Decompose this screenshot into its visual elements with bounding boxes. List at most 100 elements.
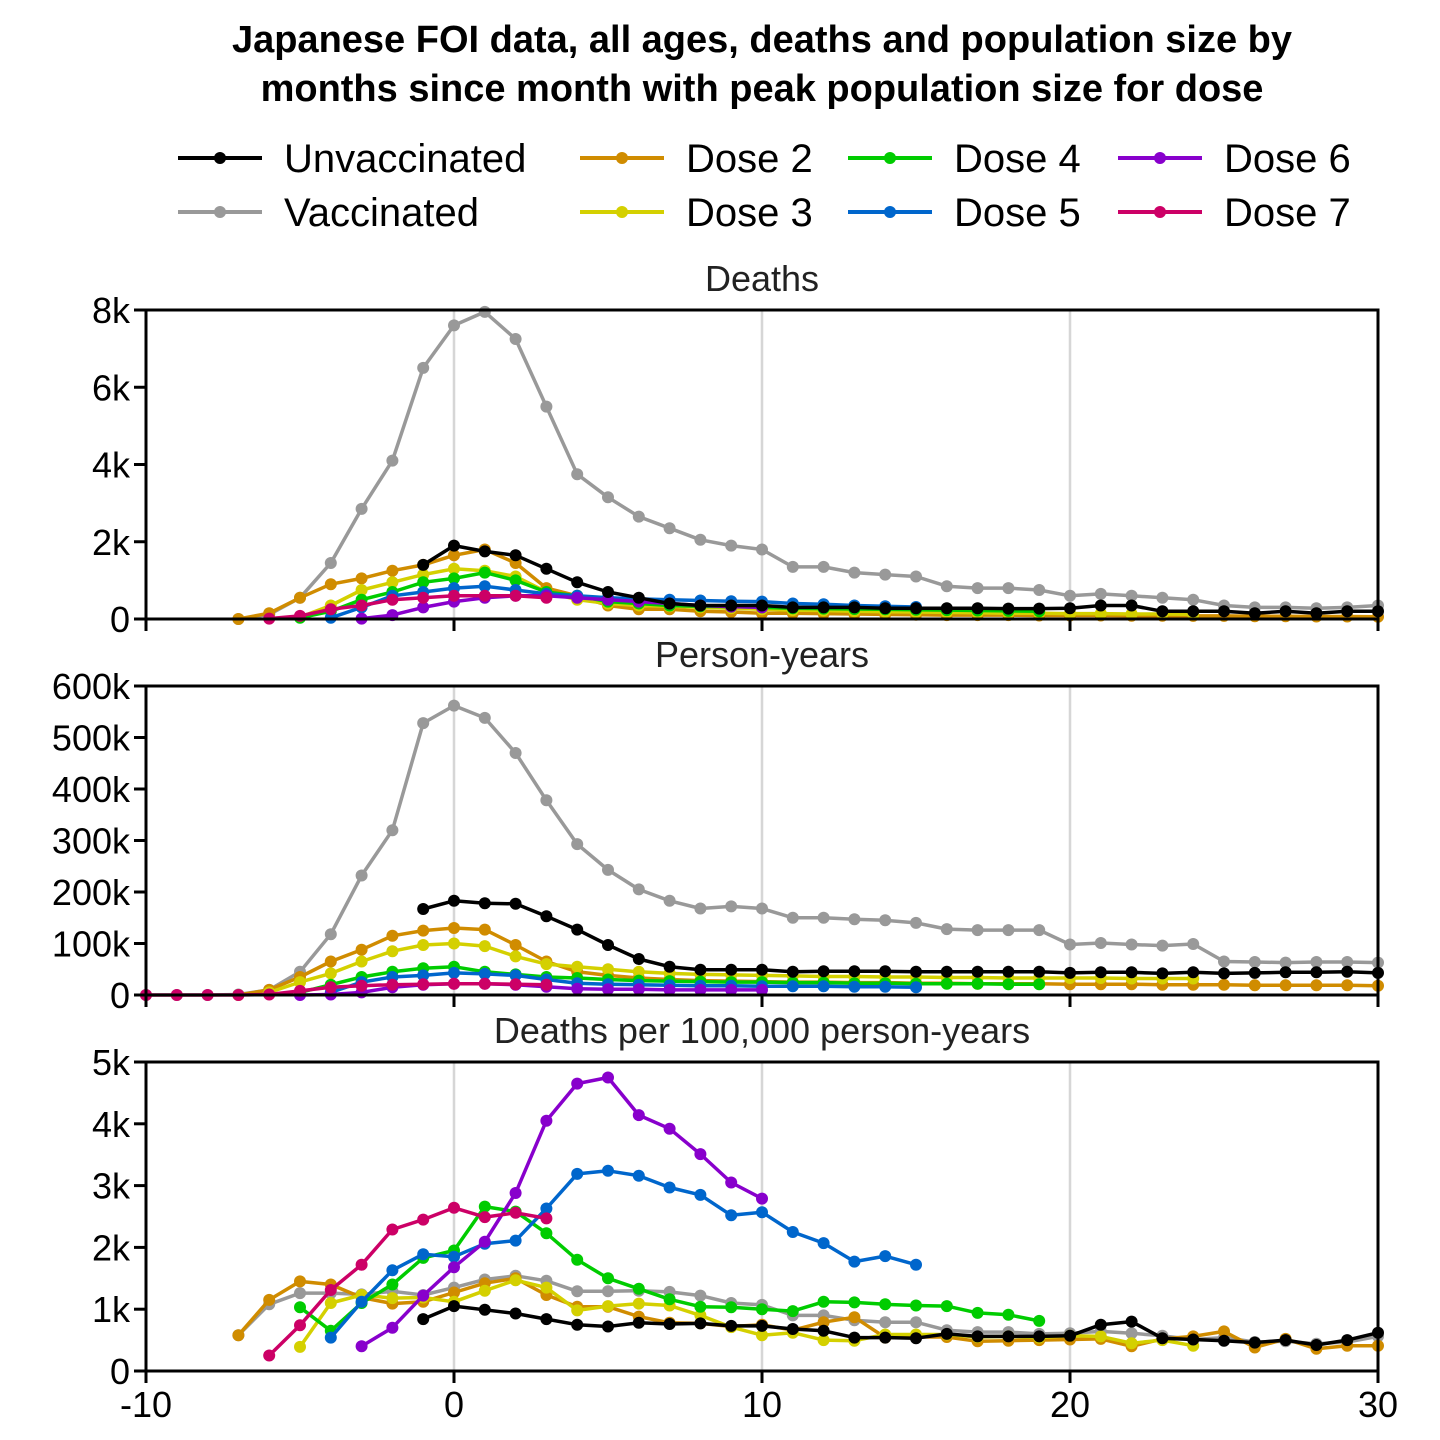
data-point (417, 576, 430, 589)
data-point (478, 967, 491, 980)
series-group (140, 699, 1384, 1001)
data-point (971, 977, 984, 990)
data-point (478, 305, 491, 318)
data-point (324, 578, 337, 591)
data-point (910, 981, 922, 994)
data-point (602, 1320, 614, 1333)
data-point (478, 1284, 491, 1297)
legend-item-unvaccinated: Unvaccinated (178, 137, 526, 181)
data-point (324, 1331, 337, 1344)
data-point (294, 1301, 306, 1314)
data-point (602, 491, 614, 504)
data-point (1279, 979, 1292, 992)
data-point (879, 965, 892, 978)
data-point (756, 902, 768, 915)
legend-label: Dose 2 (686, 137, 813, 181)
data-point (848, 1255, 861, 1268)
data-point (1310, 966, 1323, 979)
data-point (971, 1306, 984, 1319)
data-point (478, 589, 491, 602)
legend-item-vaccinated: Vaccinated (178, 191, 479, 235)
data-point (1125, 1337, 1138, 1350)
data-point (1156, 967, 1169, 980)
data-point (448, 1261, 460, 1274)
data-point (879, 1316, 892, 1329)
data-point (448, 977, 460, 990)
data-point (756, 963, 768, 976)
y-tick-label: 4k (92, 1104, 131, 1145)
y-tick-label: 400k (52, 769, 131, 810)
data-point (756, 543, 768, 556)
data-point (663, 1293, 676, 1306)
series-line (269, 594, 547, 621)
data-point (1310, 979, 1323, 992)
data-point (694, 1300, 707, 1313)
y-tick-label: 2k (92, 522, 131, 563)
data-point (294, 1319, 306, 1332)
legend-swatch-marker (214, 206, 226, 218)
data-point (1156, 939, 1169, 952)
data-point (386, 1223, 399, 1236)
data-point (1279, 956, 1292, 969)
y-tick-label: 500k (52, 718, 131, 759)
data-point (786, 1305, 799, 1318)
data-point (571, 1318, 584, 1331)
y-tick-label: 1k (92, 1289, 131, 1330)
data-point (632, 591, 645, 604)
data-point (725, 983, 738, 996)
data-point (417, 903, 430, 915)
data-point (817, 1295, 830, 1308)
data-point (509, 950, 522, 963)
series-dose-4 (294, 1200, 1046, 1337)
data-point (602, 1300, 614, 1313)
data-point (509, 897, 522, 910)
data-point (478, 580, 491, 593)
data-point (540, 978, 553, 991)
data-point (694, 1148, 707, 1161)
data-point (386, 945, 399, 958)
data-point (386, 978, 399, 991)
data-point (478, 1200, 491, 1213)
legend-swatch-marker (616, 206, 628, 218)
data-point (663, 960, 676, 973)
data-point (817, 911, 830, 924)
x-tick-label: 30 (1358, 1384, 1398, 1425)
data-point (817, 601, 830, 614)
data-point (386, 1321, 399, 1334)
data-point (756, 1206, 768, 1219)
data-point (817, 965, 830, 978)
data-point (632, 510, 645, 523)
data-point (632, 953, 645, 965)
data-point (540, 958, 553, 971)
data-point (417, 1289, 430, 1302)
legend-item-dose-5: Dose 5 (848, 191, 1081, 235)
data-point (448, 562, 460, 575)
legend-item-dose-6: Dose 6 (1118, 137, 1351, 181)
data-point (694, 983, 707, 996)
data-point (1156, 605, 1169, 618)
data-point (1033, 965, 1046, 978)
x-tick-label: -10 (120, 1384, 172, 1425)
data-point (910, 1316, 922, 1329)
data-point (694, 902, 707, 915)
data-point (848, 601, 861, 614)
data-point (448, 966, 460, 979)
data-point (1064, 602, 1076, 615)
data-point (1341, 1334, 1354, 1347)
data-point (940, 923, 953, 936)
data-point (1248, 956, 1261, 968)
data-point (509, 1307, 522, 1320)
data-point (355, 502, 368, 515)
data-point (910, 1332, 922, 1345)
data-point (386, 824, 399, 837)
data-point (478, 1211, 491, 1224)
data-point (725, 900, 738, 913)
data-point (632, 1169, 645, 1182)
data-point (1094, 1318, 1107, 1331)
data-point (571, 838, 584, 851)
data-point (540, 1313, 553, 1326)
data-point (786, 965, 799, 978)
data-point (1248, 1336, 1261, 1349)
data-point (448, 572, 460, 585)
data-point (294, 1287, 306, 1300)
